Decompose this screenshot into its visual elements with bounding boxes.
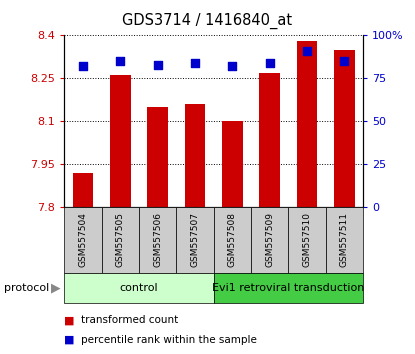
Bar [73, 173, 93, 207]
Bar [110, 75, 131, 207]
Text: GSM557505: GSM557505 [116, 212, 125, 267]
Text: GSM557509: GSM557509 [265, 212, 274, 267]
Text: protocol: protocol [4, 282, 49, 293]
Text: GSM557506: GSM557506 [153, 212, 162, 267]
Text: ■: ■ [64, 315, 75, 325]
Bar [259, 73, 280, 207]
Text: GSM557511: GSM557511 [340, 212, 349, 267]
Bar [334, 50, 355, 207]
Bar [139, 207, 176, 273]
Bar [64, 273, 214, 303]
Bar [251, 207, 288, 273]
Bar [102, 207, 139, 273]
Text: percentile rank within the sample: percentile rank within the sample [81, 335, 257, 345]
Point [154, 62, 161, 67]
Point [229, 63, 236, 69]
Bar [214, 273, 363, 303]
Text: ■: ■ [64, 335, 75, 345]
Bar [297, 41, 317, 207]
Point [266, 60, 273, 66]
Bar [64, 207, 102, 273]
Point [192, 60, 198, 66]
Bar [288, 207, 326, 273]
Bar [176, 207, 214, 273]
Text: GSM557507: GSM557507 [190, 212, 200, 267]
Text: GSM557504: GSM557504 [78, 212, 88, 267]
Text: control: control [120, 282, 159, 293]
Point [341, 58, 348, 64]
Bar [214, 207, 251, 273]
Point [117, 58, 124, 64]
Bar [222, 121, 243, 207]
Text: transformed count: transformed count [81, 315, 178, 325]
Bar [326, 207, 363, 273]
Point [304, 48, 310, 54]
Text: GSM557510: GSM557510 [303, 212, 312, 267]
Point [80, 63, 86, 69]
Text: Evi1 retroviral transduction: Evi1 retroviral transduction [212, 282, 365, 293]
Bar [147, 107, 168, 207]
Text: GSM557508: GSM557508 [228, 212, 237, 267]
Bar [185, 104, 205, 207]
Text: ▶: ▶ [51, 281, 61, 294]
Text: GDS3714 / 1416840_at: GDS3714 / 1416840_at [122, 12, 293, 29]
